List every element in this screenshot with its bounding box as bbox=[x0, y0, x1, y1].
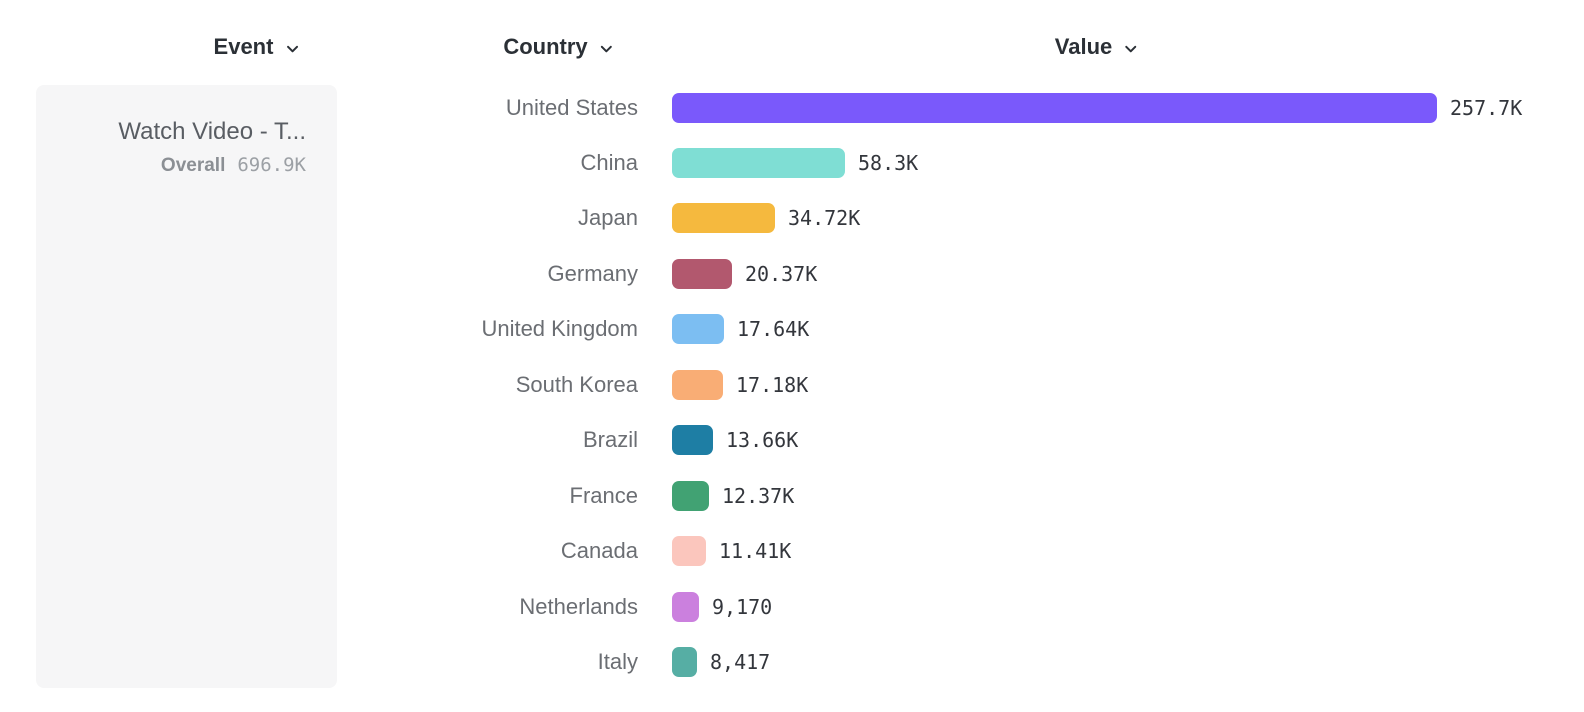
value-label: 17.64K bbox=[737, 317, 810, 342]
value-label: 11.41K bbox=[719, 539, 792, 564]
event-column-label: Event bbox=[213, 34, 274, 59]
value-label: 8,417 bbox=[710, 650, 771, 674]
event-metric-label: Overall bbox=[160, 155, 226, 176]
country-label: China bbox=[580, 149, 638, 175]
chevron-down-icon bbox=[601, 45, 613, 52]
value-bar[interactable] bbox=[672, 92, 1437, 123]
event-metric: Overall 696.9K bbox=[36, 154, 306, 177]
event-card[interactable]: Watch Video - T... Overall 696.9K bbox=[36, 85, 337, 688]
chevron-down-icon bbox=[286, 45, 298, 52]
bar-row: United States 257.7K bbox=[0, 92, 1584, 123]
country-label: Germany bbox=[547, 260, 638, 286]
chevron-down-icon bbox=[1125, 45, 1137, 52]
value-label: 13.66K bbox=[726, 428, 799, 453]
event-metric-value: 696.9K bbox=[237, 154, 306, 176]
country-label: Italy bbox=[597, 649, 638, 674]
value-label: 9,170 bbox=[712, 594, 773, 619]
country-label: South Korea bbox=[515, 371, 638, 397]
country-label: Brazil bbox=[582, 427, 638, 453]
value-label: 257.7K bbox=[1450, 95, 1523, 120]
bar-row: Japan 34.72K bbox=[0, 203, 1584, 234]
value-bar[interactable] bbox=[672, 314, 724, 345]
bar-row: South Korea 17.18K bbox=[0, 369, 1584, 400]
value-label: 58.3K bbox=[858, 150, 919, 175]
bar-row: Canada 11.41K bbox=[0, 536, 1584, 567]
country-label: United States bbox=[505, 94, 638, 120]
country-label: United Kingdom bbox=[481, 316, 638, 342]
value-bar[interactable] bbox=[672, 203, 775, 234]
value-label: 20.37K bbox=[745, 261, 818, 286]
bar-row: China 58.3K bbox=[0, 147, 1584, 178]
value-bar[interactable] bbox=[672, 258, 732, 289]
bar-row: Brazil 13.66K bbox=[0, 425, 1584, 456]
value-label: 17.18K bbox=[736, 372, 809, 397]
bar-row: France 12.37K bbox=[0, 480, 1584, 511]
value-bar[interactable] bbox=[672, 425, 713, 456]
event-column-dropdown[interactable]: Event bbox=[214, 34, 301, 60]
bar-row: Italy 8,417 bbox=[0, 647, 1584, 677]
value-bar[interactable] bbox=[672, 369, 723, 400]
bar-row: United Kingdom 17.64K bbox=[0, 314, 1584, 345]
value-bar[interactable] bbox=[672, 147, 845, 178]
value-bar[interactable] bbox=[672, 480, 709, 511]
value-label: 34.72K bbox=[788, 206, 861, 231]
country-label: Japan bbox=[578, 205, 638, 231]
bar-row: Germany 20.37K bbox=[0, 258, 1584, 289]
country-label: Netherlands bbox=[519, 593, 638, 619]
value-bar[interactable] bbox=[672, 536, 706, 567]
country-column-label: Country bbox=[503, 34, 588, 59]
country-column-dropdown[interactable]: Country bbox=[503, 34, 614, 60]
value-label: 12.37K bbox=[722, 483, 795, 508]
value-column-dropdown[interactable]: Value bbox=[1055, 34, 1139, 60]
value-bar[interactable] bbox=[672, 591, 699, 622]
value-column-label: Value bbox=[1054, 34, 1113, 59]
country-label: France bbox=[569, 482, 638, 508]
event-title: Watch Video - T... bbox=[118, 118, 306, 145]
bar-row: Netherlands 9,170 bbox=[0, 591, 1584, 622]
country-label: Canada bbox=[560, 538, 638, 564]
value-bar[interactable] bbox=[672, 647, 697, 677]
